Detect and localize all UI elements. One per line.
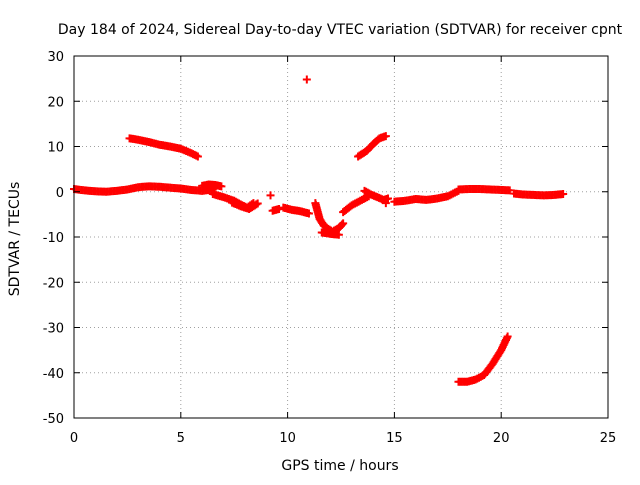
data-point <box>503 332 512 341</box>
x-tick-label: 15 <box>386 431 403 446</box>
grid <box>74 56 608 418</box>
series-track-7 <box>268 204 284 215</box>
y-tick-label: 0 <box>56 186 64 201</box>
chart-title: Day 184 of 2024, Sidereal Day-to-day VTE… <box>58 22 623 38</box>
x-tick-label: 25 <box>600 431 617 446</box>
series-track-6 <box>266 191 275 200</box>
x-tick-label: 10 <box>279 431 296 446</box>
y-tick-label: 20 <box>47 95 64 110</box>
data-point <box>253 199 262 208</box>
data-point <box>334 230 343 239</box>
data-point <box>339 219 348 228</box>
series-track-12 <box>339 192 373 217</box>
data-point <box>505 186 514 195</box>
series-track-2 <box>198 180 226 191</box>
y-tick-label: 30 <box>47 50 64 65</box>
series-track-9 <box>302 75 311 84</box>
series-track-5 <box>125 134 202 161</box>
series-track-16 <box>390 186 463 206</box>
y-ticks: -50 -40 -30 -20 -10 0 10 20 30 <box>43 50 608 427</box>
data-point <box>559 190 568 199</box>
data-point <box>383 194 392 203</box>
y-tick-label: -40 <box>43 367 64 382</box>
series-track-18 <box>454 332 512 386</box>
x-tick-label: 20 <box>493 431 510 446</box>
series-track-17 <box>454 185 514 195</box>
data-point <box>193 152 202 161</box>
y-tick-label: -20 <box>43 276 64 291</box>
series-track-8 <box>279 203 313 218</box>
series-track-4 <box>228 198 262 213</box>
data-point <box>381 132 390 141</box>
y-tick-label: -30 <box>43 322 64 337</box>
data-point <box>304 209 313 218</box>
data-points <box>70 75 568 386</box>
y-tick-label: -10 <box>43 231 64 246</box>
data-point <box>338 220 347 229</box>
y-tick-label: 10 <box>47 141 64 156</box>
x-tick-label: 0 <box>70 431 78 446</box>
data-point <box>217 182 226 191</box>
series-track-11 <box>317 228 343 239</box>
series-track-13 <box>354 132 390 161</box>
x-ticks: 0 5 10 15 20 25 <box>70 56 616 446</box>
data-point <box>266 191 275 200</box>
series-track-15 <box>381 199 390 208</box>
data-point <box>302 75 311 84</box>
series-track-19 <box>510 189 568 200</box>
data-point <box>381 199 390 208</box>
x-axis-title: GPS time / hours <box>281 458 398 474</box>
series-track-1 <box>70 182 217 196</box>
x-tick-label: 5 <box>177 431 185 446</box>
y-tick-label: -50 <box>43 412 64 427</box>
y-axis-title: SDTVAR / TECUs <box>7 182 23 297</box>
